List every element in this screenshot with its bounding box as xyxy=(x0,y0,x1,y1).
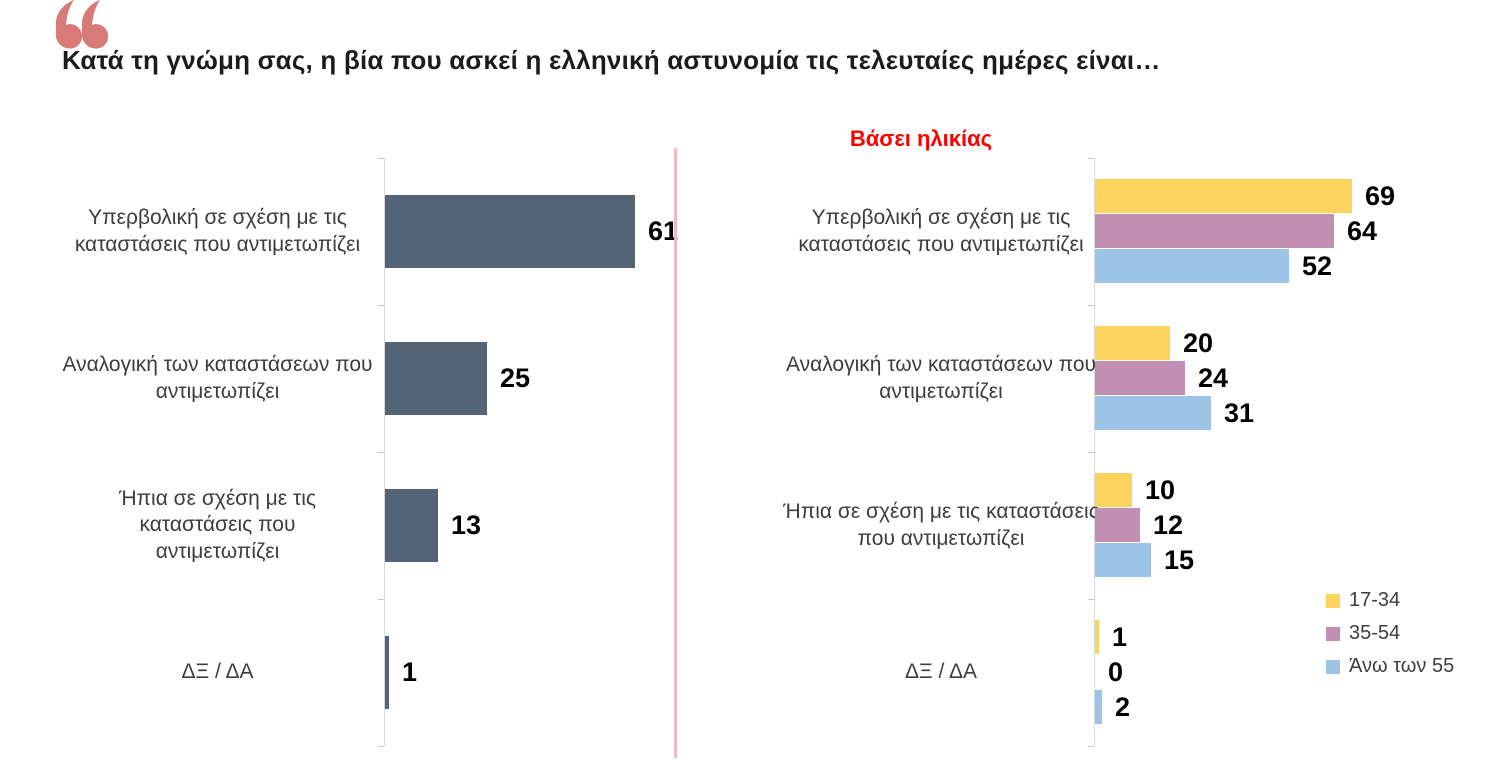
age-series-bar xyxy=(1095,214,1334,248)
value-axis-line xyxy=(384,158,385,746)
age-series-bar xyxy=(1095,326,1170,360)
page-title: Κατά τη γνώμη σας, η βία που ασκεί η ελλ… xyxy=(62,45,1161,76)
age-series-bar xyxy=(1095,620,1099,654)
legend-swatch xyxy=(1326,659,1340,674)
value-label: 0 xyxy=(1108,657,1124,687)
category-label: Υπερβολική σε σχέση με τις καταστάσεις π… xyxy=(798,206,1084,256)
axis-tick xyxy=(1088,452,1094,453)
value-label: 64 xyxy=(1347,216,1378,246)
section-divider xyxy=(674,148,677,758)
overall-bar xyxy=(385,636,389,709)
age-series-bar xyxy=(1095,249,1289,283)
category-label: ΔΞ / ΔΑ xyxy=(181,660,254,684)
value-axis-line xyxy=(1094,158,1095,746)
legend-swatch xyxy=(1326,626,1340,641)
category-label: Αναλογική των καταστάσεων που αντιμετωπί… xyxy=(785,353,1097,403)
legend-label: 17-34 xyxy=(1349,589,1401,611)
axis-tick xyxy=(378,158,384,159)
overall-bar xyxy=(385,489,438,562)
axis-tick xyxy=(1088,158,1094,159)
chart-legend: 17-34 35-54 Άνω των 55 xyxy=(1326,584,1454,683)
value-label: 52 xyxy=(1302,251,1333,281)
axis-tick xyxy=(378,305,384,306)
axis-tick xyxy=(378,746,384,747)
legend-item: Άνω των 55 xyxy=(1326,650,1454,683)
value-label: 15 xyxy=(1164,545,1195,575)
age-series-bar xyxy=(1095,543,1151,577)
overall-bar xyxy=(385,195,635,268)
value-label: 20 xyxy=(1183,328,1214,358)
age-series-bar xyxy=(1095,179,1352,213)
value-label: 69 xyxy=(1365,181,1396,211)
by-age-chart-title: Βάσει ηλικίας xyxy=(849,126,993,151)
category-label: Υπερβολική σε σχέση με τις καταστάσεις π… xyxy=(74,206,361,256)
axis-tick xyxy=(1088,599,1094,600)
axis-tick xyxy=(378,599,384,600)
axis-tick xyxy=(378,452,384,453)
category-label: Ήπια σε σχέση με τις καταστάσεις που αντ… xyxy=(118,487,317,563)
legend-swatch xyxy=(1326,593,1340,608)
value-label: 24 xyxy=(1198,363,1229,393)
overall-bar xyxy=(385,342,487,415)
value-label: 10 xyxy=(1145,475,1176,505)
axis-tick xyxy=(1088,746,1094,747)
axis-tick xyxy=(1088,305,1094,306)
value-label: 25 xyxy=(500,363,531,393)
double-quote-icon xyxy=(55,0,109,49)
legend-label: 35-54 xyxy=(1349,622,1401,644)
legend-item: 35-54 xyxy=(1326,617,1454,650)
category-label: Ήπια σε σχέση με τις καταστάσεις που αντ… xyxy=(783,500,1099,550)
value-label: 12 xyxy=(1153,510,1184,540)
age-series-bar xyxy=(1095,508,1140,542)
value-label: 13 xyxy=(451,510,482,540)
age-series-bar xyxy=(1095,473,1132,507)
value-label: 1 xyxy=(1112,622,1128,652)
age-series-bar xyxy=(1095,361,1185,395)
value-label: 1 xyxy=(402,657,418,687)
legend-label: Άνω των 55 xyxy=(1349,655,1455,677)
category-label: ΔΞ / ΔΑ xyxy=(904,660,978,684)
legend-item: 17-34 xyxy=(1326,584,1454,617)
age-series-bar xyxy=(1095,396,1211,430)
category-label: Αναλογική των καταστάσεων που αντιμετωπί… xyxy=(62,353,373,403)
value-label: 31 xyxy=(1224,398,1255,428)
age-series-bar xyxy=(1095,690,1102,724)
value-label: 2 xyxy=(1115,692,1131,722)
value-label: 61 xyxy=(648,216,679,246)
